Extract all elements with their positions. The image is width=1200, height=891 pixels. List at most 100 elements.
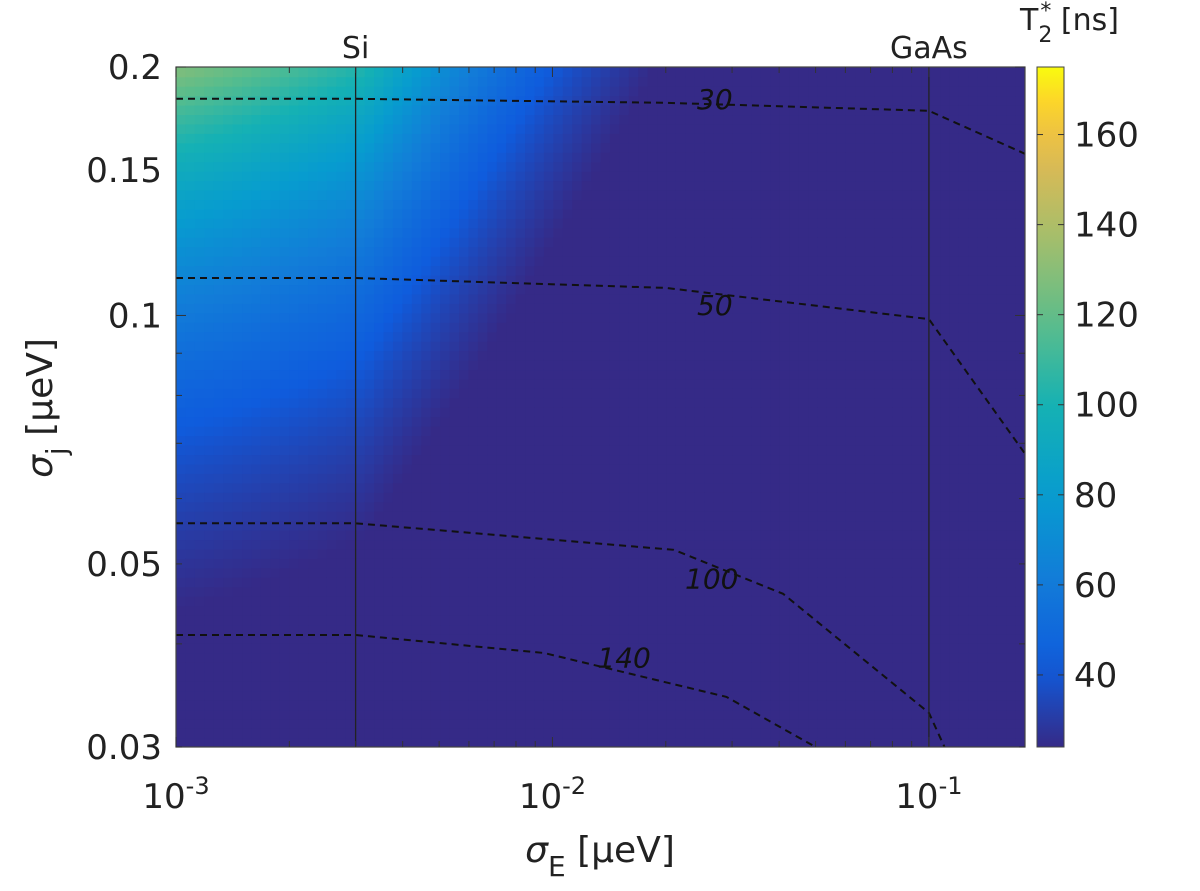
heatmap-cell	[685, 633, 696, 644]
heatmap-cell	[270, 142, 281, 153]
heatmap-cell	[808, 265, 819, 276]
heatmap-cell	[223, 274, 234, 286]
heatmap-cell	[751, 737, 762, 747]
heatmap-cell	[628, 331, 640, 342]
heatmap-cell	[553, 67, 564, 78]
heatmap-cell	[638, 152, 649, 163]
heatmap-cell	[553, 652, 564, 663]
heatmap-cell	[440, 67, 451, 78]
heatmap-cell	[779, 709, 790, 720]
heatmap-cell	[270, 501, 281, 512]
heatmap-cell	[760, 378, 772, 389]
heatmap-cell	[770, 709, 781, 720]
heatmap-cell	[487, 416, 498, 427]
heatmap-cell	[685, 85, 696, 97]
heatmap-cell	[496, 104, 507, 116]
heatmap-cell	[779, 520, 790, 531]
heatmap-cell	[742, 265, 753, 276]
heatmap-cell	[402, 378, 413, 389]
heatmap-cell	[609, 114, 621, 125]
heatmap-cell	[402, 548, 413, 559]
heatmap-cell	[496, 699, 507, 711]
heatmap-cell	[685, 265, 696, 276]
heatmap-cell	[600, 76, 611, 87]
heatmap-cell	[506, 416, 517, 427]
heatmap-cell	[383, 558, 394, 569]
heatmap-cell	[534, 369, 545, 380]
heatmap-cell	[383, 340, 394, 352]
heatmap-cell	[298, 369, 309, 380]
heatmap-cell	[562, 208, 573, 219]
heatmap-cell	[411, 76, 423, 87]
heatmap-cell	[770, 331, 781, 342]
heatmap-cell	[421, 435, 432, 446]
heatmap-cell	[185, 510, 196, 522]
heatmap-cell	[279, 633, 290, 644]
heatmap-cell	[411, 189, 423, 201]
heatmap-cell	[392, 208, 404, 219]
heatmap-cell	[657, 728, 668, 739]
heatmap-cell	[789, 378, 800, 389]
heatmap-cell	[657, 85, 668, 97]
heatmap-cell	[675, 482, 687, 493]
heatmap-cell	[562, 114, 573, 125]
heatmap-cell	[223, 690, 234, 701]
heatmap-cell	[260, 510, 272, 522]
heatmap-cell	[751, 577, 762, 588]
heatmap-cell	[647, 624, 658, 635]
heatmap-cell	[619, 227, 630, 238]
heatmap-cell	[223, 586, 234, 597]
heatmap-cell	[798, 312, 809, 323]
heatmap-cell	[751, 331, 762, 342]
heatmap-cell	[430, 161, 441, 172]
heatmap-cell	[591, 407, 602, 418]
heatmap-cell	[779, 123, 790, 134]
heatmap-cell	[232, 237, 243, 248]
heatmap-cell	[487, 444, 498, 456]
heatmap-cell	[298, 643, 309, 654]
heatmap-cell	[392, 123, 404, 134]
heatmap-cell	[176, 709, 187, 720]
heatmap-cell	[392, 303, 404, 314]
heatmap-cell	[402, 104, 413, 116]
heatmap-cell	[232, 340, 243, 352]
heatmap-cell	[619, 255, 630, 267]
heatmap-cell	[742, 728, 753, 739]
heatmap-cell	[402, 643, 413, 654]
heatmap-cell	[713, 85, 724, 97]
heatmap-cell	[242, 312, 253, 323]
heatmap-cell	[760, 586, 772, 597]
heatmap-cell	[468, 331, 479, 342]
heatmap-cell	[685, 425, 696, 437]
heatmap-cell	[185, 152, 196, 163]
heatmap-cell	[751, 265, 762, 276]
heatmap-cell	[506, 331, 517, 342]
heatmap-cell	[392, 237, 404, 248]
heatmap-cell	[591, 265, 602, 276]
heatmap-cell	[468, 170, 479, 182]
heatmap-cell	[572, 558, 583, 569]
heatmap-cell	[628, 454, 640, 465]
heatmap-cell	[477, 416, 489, 427]
heatmap-cell	[477, 114, 489, 125]
heatmap-cell	[657, 265, 668, 276]
heatmap-cell	[270, 718, 281, 729]
heatmap-cell	[430, 359, 441, 371]
heatmap-cell	[685, 170, 696, 182]
heatmap-cell	[647, 331, 658, 342]
heatmap-cell	[562, 95, 573, 106]
heatmap-cell	[242, 340, 253, 352]
heatmap-cell	[572, 85, 583, 97]
heatmap-cell	[355, 95, 366, 106]
heatmap-cell	[449, 227, 460, 238]
heatmap-cell	[204, 482, 215, 493]
heatmap-cell	[260, 492, 272, 503]
heatmap-cell	[638, 718, 649, 729]
heatmap-cell	[204, 539, 215, 550]
heatmap-cell	[808, 67, 819, 78]
heatmap-cell	[732, 463, 743, 474]
heatmap-cell	[685, 586, 696, 597]
heatmap-cell	[355, 558, 366, 569]
heatmap-cell	[760, 662, 772, 673]
heatmap-cell	[638, 85, 649, 97]
